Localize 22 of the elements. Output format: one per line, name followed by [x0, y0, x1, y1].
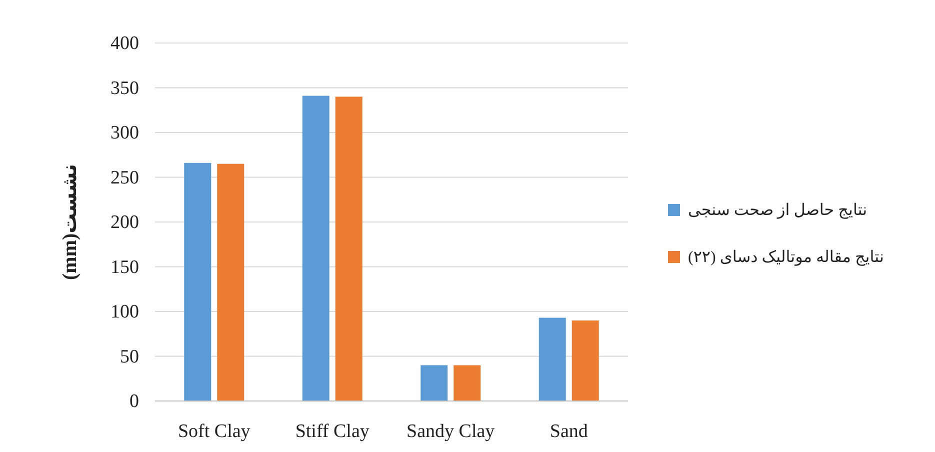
bar: [454, 365, 481, 401]
x-tick-label: Stiff Clay: [295, 421, 370, 442]
y-tick-label: 100: [110, 302, 139, 322]
y-tick-label: 400: [110, 33, 139, 54]
y-tick-label: 150: [110, 256, 139, 278]
y-tick-label: 0: [130, 391, 139, 412]
bar: [572, 320, 599, 401]
x-tick-label: Soft Clay: [178, 421, 251, 442]
bar: [420, 365, 448, 401]
y-tick-label: 200: [110, 212, 139, 233]
bar: [538, 318, 566, 401]
bar: [217, 164, 244, 401]
bar: [335, 96, 362, 401]
x-tick-label: Sand: [550, 421, 588, 442]
y-axis-title: نشست(mm): [59, 164, 81, 280]
y-tick-label: 250: [110, 167, 139, 188]
y-tick-label: 300: [110, 122, 139, 144]
y-tick-label: 50: [120, 346, 139, 368]
y-tick-label: 350: [110, 78, 139, 99]
x-tick-label: Sandy Clay: [406, 421, 496, 442]
bar: [184, 162, 212, 401]
bar: [302, 96, 330, 401]
